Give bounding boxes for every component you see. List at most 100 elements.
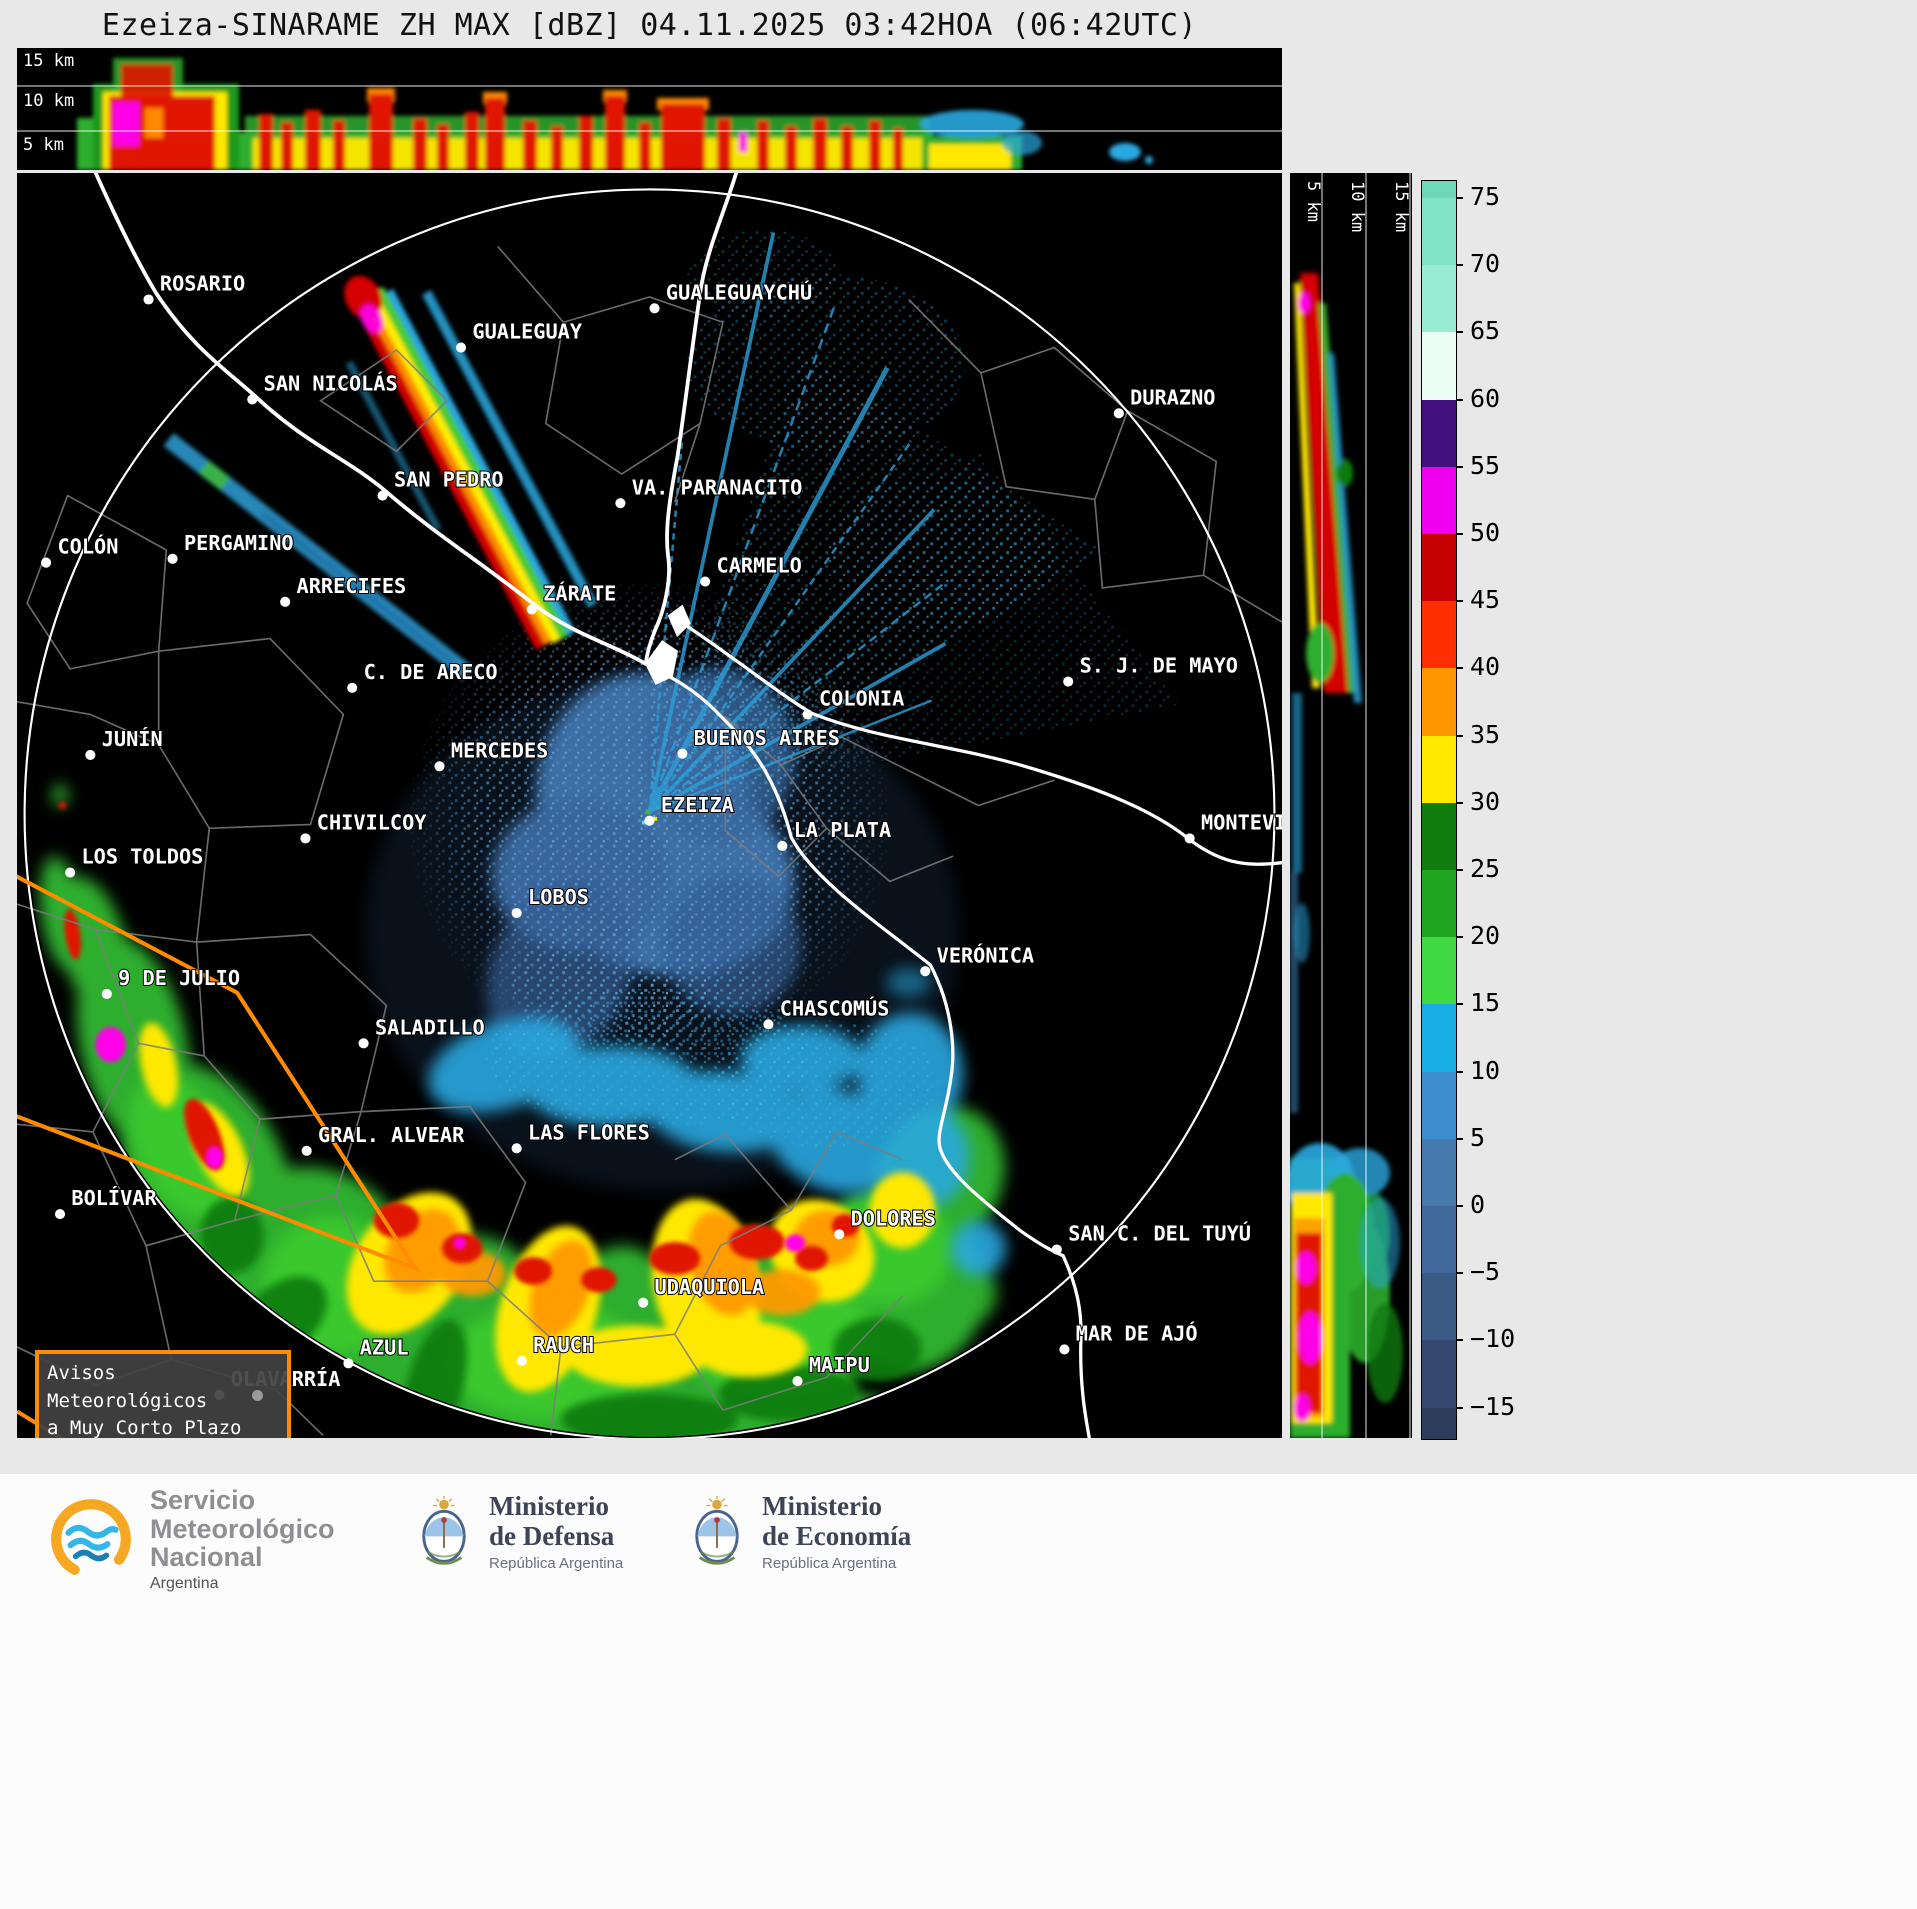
- city-marker: BOLÍVAR: [54, 1185, 158, 1220]
- colorbar-segment: [1422, 1273, 1456, 1341]
- city-label: MERCEDES: [451, 738, 548, 762]
- city-dot: [85, 749, 96, 760]
- colorbar-value: 55: [1470, 450, 1501, 480]
- city-label: ARRECIFES: [297, 574, 407, 598]
- colorbar-tick: [1456, 734, 1463, 737]
- city-label: ZÁRATE: [543, 582, 616, 606]
- city-marker: 9 DE JULIO: [101, 965, 241, 1000]
- city-label: JUNÍN: [102, 727, 163, 751]
- city-label: LA PLATA: [794, 818, 891, 842]
- colorbar-value: 10: [1470, 1055, 1501, 1085]
- axis-label-15km: 15 km: [23, 51, 74, 71]
- city-label: LOS TOLDOS: [82, 845, 204, 869]
- colorbar-tick: [1456, 264, 1463, 267]
- city-dot: [700, 576, 711, 587]
- axis-label-15km-v: 15 km: [1391, 181, 1411, 232]
- colorbar-segment: [1422, 735, 1456, 803]
- city-marker: MONTEVIDEO: [1184, 810, 1282, 844]
- city-dot: [358, 1038, 369, 1049]
- city-dot: [511, 907, 522, 919]
- radar-map: ROSARIO GUALEGUAYCHÚ GUALEGUAY SAN NICOLÁS D…: [17, 173, 1282, 1438]
- city-label: RAUCH: [533, 1333, 594, 1357]
- city-label: BUENOS AIRES: [694, 726, 840, 750]
- colorbar-tick: [1456, 600, 1463, 603]
- colorbar-segment: [1422, 466, 1456, 534]
- southern-storm-magenta-cores: [95, 1026, 806, 1253]
- right-cross-section-panel: 5 km 10 km 15 km: [1290, 173, 1412, 1438]
- city-label: 9 DE JULIO: [118, 966, 240, 990]
- city-marker: MERCEDES: [434, 737, 549, 772]
- coat-of-arms-icon: [688, 1494, 746, 1571]
- warning-legend-box: Avisos Meteorológicos a Muy Corto Plazo: [35, 1350, 291, 1438]
- colorbar-tick: [1456, 331, 1463, 334]
- colorbar-segment: [1422, 668, 1456, 736]
- colorbar-segment: [1422, 1071, 1456, 1139]
- city-marker: CARMELO: [700, 553, 803, 587]
- city-label: GRAL. ALVEAR: [318, 1123, 465, 1147]
- city-marker: COLÓN: [41, 534, 119, 568]
- city-marker: LOS TOLDOS: [65, 844, 204, 878]
- city-marker: S. J. DE MAYO: [1063, 653, 1239, 687]
- colorbar-value: 50: [1470, 518, 1501, 548]
- city-marker: VA. PARANACITO: [615, 474, 803, 509]
- colorbar-value: 70: [1470, 249, 1501, 279]
- dbz-colorbar: 75 70 65 60 55 50 45 40 35 30 25 20 15 10 5 0 −5 −10 −15: [1421, 180, 1552, 1440]
- colorbar-tick: [1456, 936, 1463, 939]
- city-label: BOLÍVAR: [71, 1186, 157, 1210]
- colorbar-segment: [1422, 937, 1456, 1005]
- city-marker: MAIPU: [792, 1352, 871, 1387]
- legend-dot-icon: [252, 1390, 263, 1401]
- city-dot: [526, 604, 537, 615]
- city-label: CARMELO: [717, 554, 802, 578]
- colorbar-segment: [1422, 601, 1456, 669]
- city-label: DURAZNO: [1130, 385, 1215, 409]
- city-label: UDAQUIOLA: [655, 1275, 765, 1299]
- city-marker: ROSARIO: [143, 271, 246, 305]
- city-marker: LA PLATA: [777, 817, 892, 852]
- defensa-logo-block: Ministerio de Defensa República Argentin…: [415, 1491, 623, 1572]
- city-dot: [280, 596, 291, 607]
- city-dot: [377, 490, 388, 501]
- city-marker: GUALEGUAY: [455, 319, 584, 353]
- top-echoes: [77, 58, 1153, 170]
- city-marker: LAS FLORES: [511, 1119, 651, 1154]
- city-dot: [343, 1358, 354, 1369]
- colorbar-tick: [1456, 197, 1463, 199]
- city-label: SAN NICOLÁS: [264, 372, 398, 396]
- city-label: VERÓNICA: [937, 943, 1034, 967]
- city-marker: SAN PEDRO: [377, 467, 505, 501]
- city-label: GUALEGUAYCHÚ: [666, 281, 812, 305]
- colorbar-value: 25: [1470, 854, 1501, 884]
- wnw-band: [163, 432, 473, 680]
- city-marker: BUENOS AIRES: [677, 725, 841, 759]
- colorbar-tick: [1456, 1339, 1463, 1342]
- colorbar-value: 35: [1470, 719, 1501, 749]
- colorbar-tick: [1456, 1272, 1463, 1275]
- economia-line1: Ministerio: [762, 1491, 882, 1521]
- city-marker: GUALEGUAYCHÚ: [649, 279, 813, 314]
- colorbar-value: −10: [1470, 1324, 1516, 1354]
- city-dot: [1184, 833, 1195, 844]
- city-dot: [511, 1143, 522, 1154]
- colorbar-bar: [1421, 180, 1457, 1440]
- city-dot: [300, 833, 311, 844]
- colorbar-value: 20: [1470, 921, 1501, 951]
- axis-label-10km-v: 10 km: [1347, 181, 1367, 232]
- city-label: COLONIA: [819, 687, 904, 711]
- colorbar-tick: [1456, 667, 1463, 670]
- city-label: ROSARIO: [160, 272, 245, 296]
- colorbar-segment: [1422, 1407, 1456, 1439]
- city-label: MAR DE AJÓ: [1076, 1322, 1198, 1346]
- city-dot: [1059, 1344, 1070, 1355]
- colorbar-tick: [1456, 1205, 1463, 1207]
- colorbar-value: 5: [1470, 1122, 1486, 1152]
- colorbar-value: 75: [1470, 182, 1501, 212]
- colorbar-value: 60: [1470, 383, 1501, 413]
- colorbar-segment: [1422, 1340, 1456, 1408]
- city-dot: [143, 294, 154, 305]
- city-dot: [101, 988, 112, 1000]
- city-marker: SAN C. DEL TUYÚ: [1051, 1221, 1252, 1255]
- city-label: PERGAMINO: [184, 531, 294, 555]
- colorbar-segment: [1422, 1206, 1456, 1274]
- city-marker: AZUL: [343, 1334, 410, 1369]
